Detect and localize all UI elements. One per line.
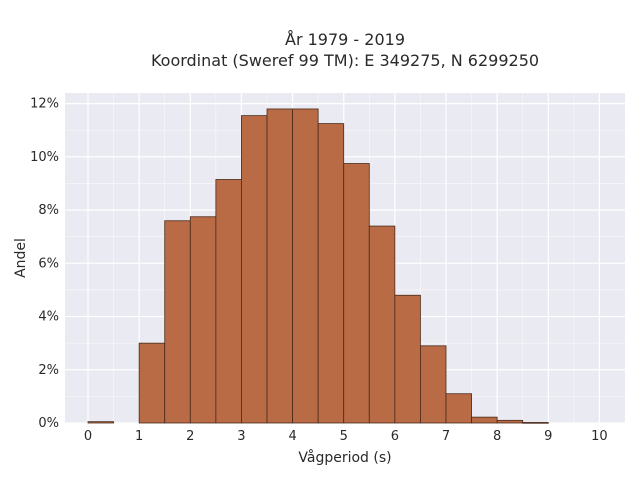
histogram-bar xyxy=(215,179,242,424)
histogram-bar xyxy=(317,123,345,424)
x-axis-label: Vågperiod (s) xyxy=(298,449,391,466)
chart-title-line-2: Koordinat (Sweref 99 TM): E 349275, N 62… xyxy=(151,51,539,70)
x-tick-label: 2 xyxy=(186,429,194,444)
chart-title-line-1: År 1979 - 2019 xyxy=(285,30,405,49)
histogram-bar xyxy=(266,108,293,424)
y-tick-label: 6% xyxy=(38,256,59,271)
y-tick-label: 10% xyxy=(30,150,59,165)
y-tick-label: 4% xyxy=(38,310,59,325)
histogram-bar xyxy=(522,422,549,424)
histogram-bar xyxy=(496,419,524,424)
histogram-bar xyxy=(164,220,191,424)
histogram-bar xyxy=(292,108,319,424)
y-tick-label: 2% xyxy=(38,363,59,378)
x-tick-label: 4 xyxy=(288,429,296,444)
x-tick-label: 8 xyxy=(493,429,501,444)
y-tick-label: 12% xyxy=(30,97,59,112)
x-tick-label: 6 xyxy=(391,429,399,444)
x-tick-label: 9 xyxy=(544,429,552,444)
x-axis-ticks: 0 1 2 3 4 5 6 7 8 9 10 xyxy=(84,429,608,444)
x-tick-label: 0 xyxy=(84,429,92,444)
histogram-bar xyxy=(241,115,268,424)
histogram-bar xyxy=(394,294,421,424)
x-tick-label: 5 xyxy=(340,429,348,444)
x-tick-label: 1 xyxy=(135,429,143,444)
y-tick-label: 8% xyxy=(38,203,59,218)
histogram-bar xyxy=(189,216,217,424)
x-tick-label: 3 xyxy=(237,429,245,444)
x-tick-label: 10 xyxy=(591,429,608,444)
histogram-bar xyxy=(471,416,498,424)
histogram-bar xyxy=(138,342,166,424)
y-tick-label: 0% xyxy=(38,416,59,431)
y-axis-label: Andel xyxy=(13,238,29,278)
histogram-bar xyxy=(343,163,370,424)
histogram-bar xyxy=(368,225,396,424)
histogram-bar xyxy=(445,393,472,424)
histogram-bars xyxy=(87,108,549,424)
y-axis-ticks: 0% 2% 4% 6% 8% 10% 12% xyxy=(30,97,59,431)
histogram-bar xyxy=(420,345,447,424)
histogram-bar xyxy=(87,421,114,424)
x-tick-label: 7 xyxy=(442,429,450,444)
